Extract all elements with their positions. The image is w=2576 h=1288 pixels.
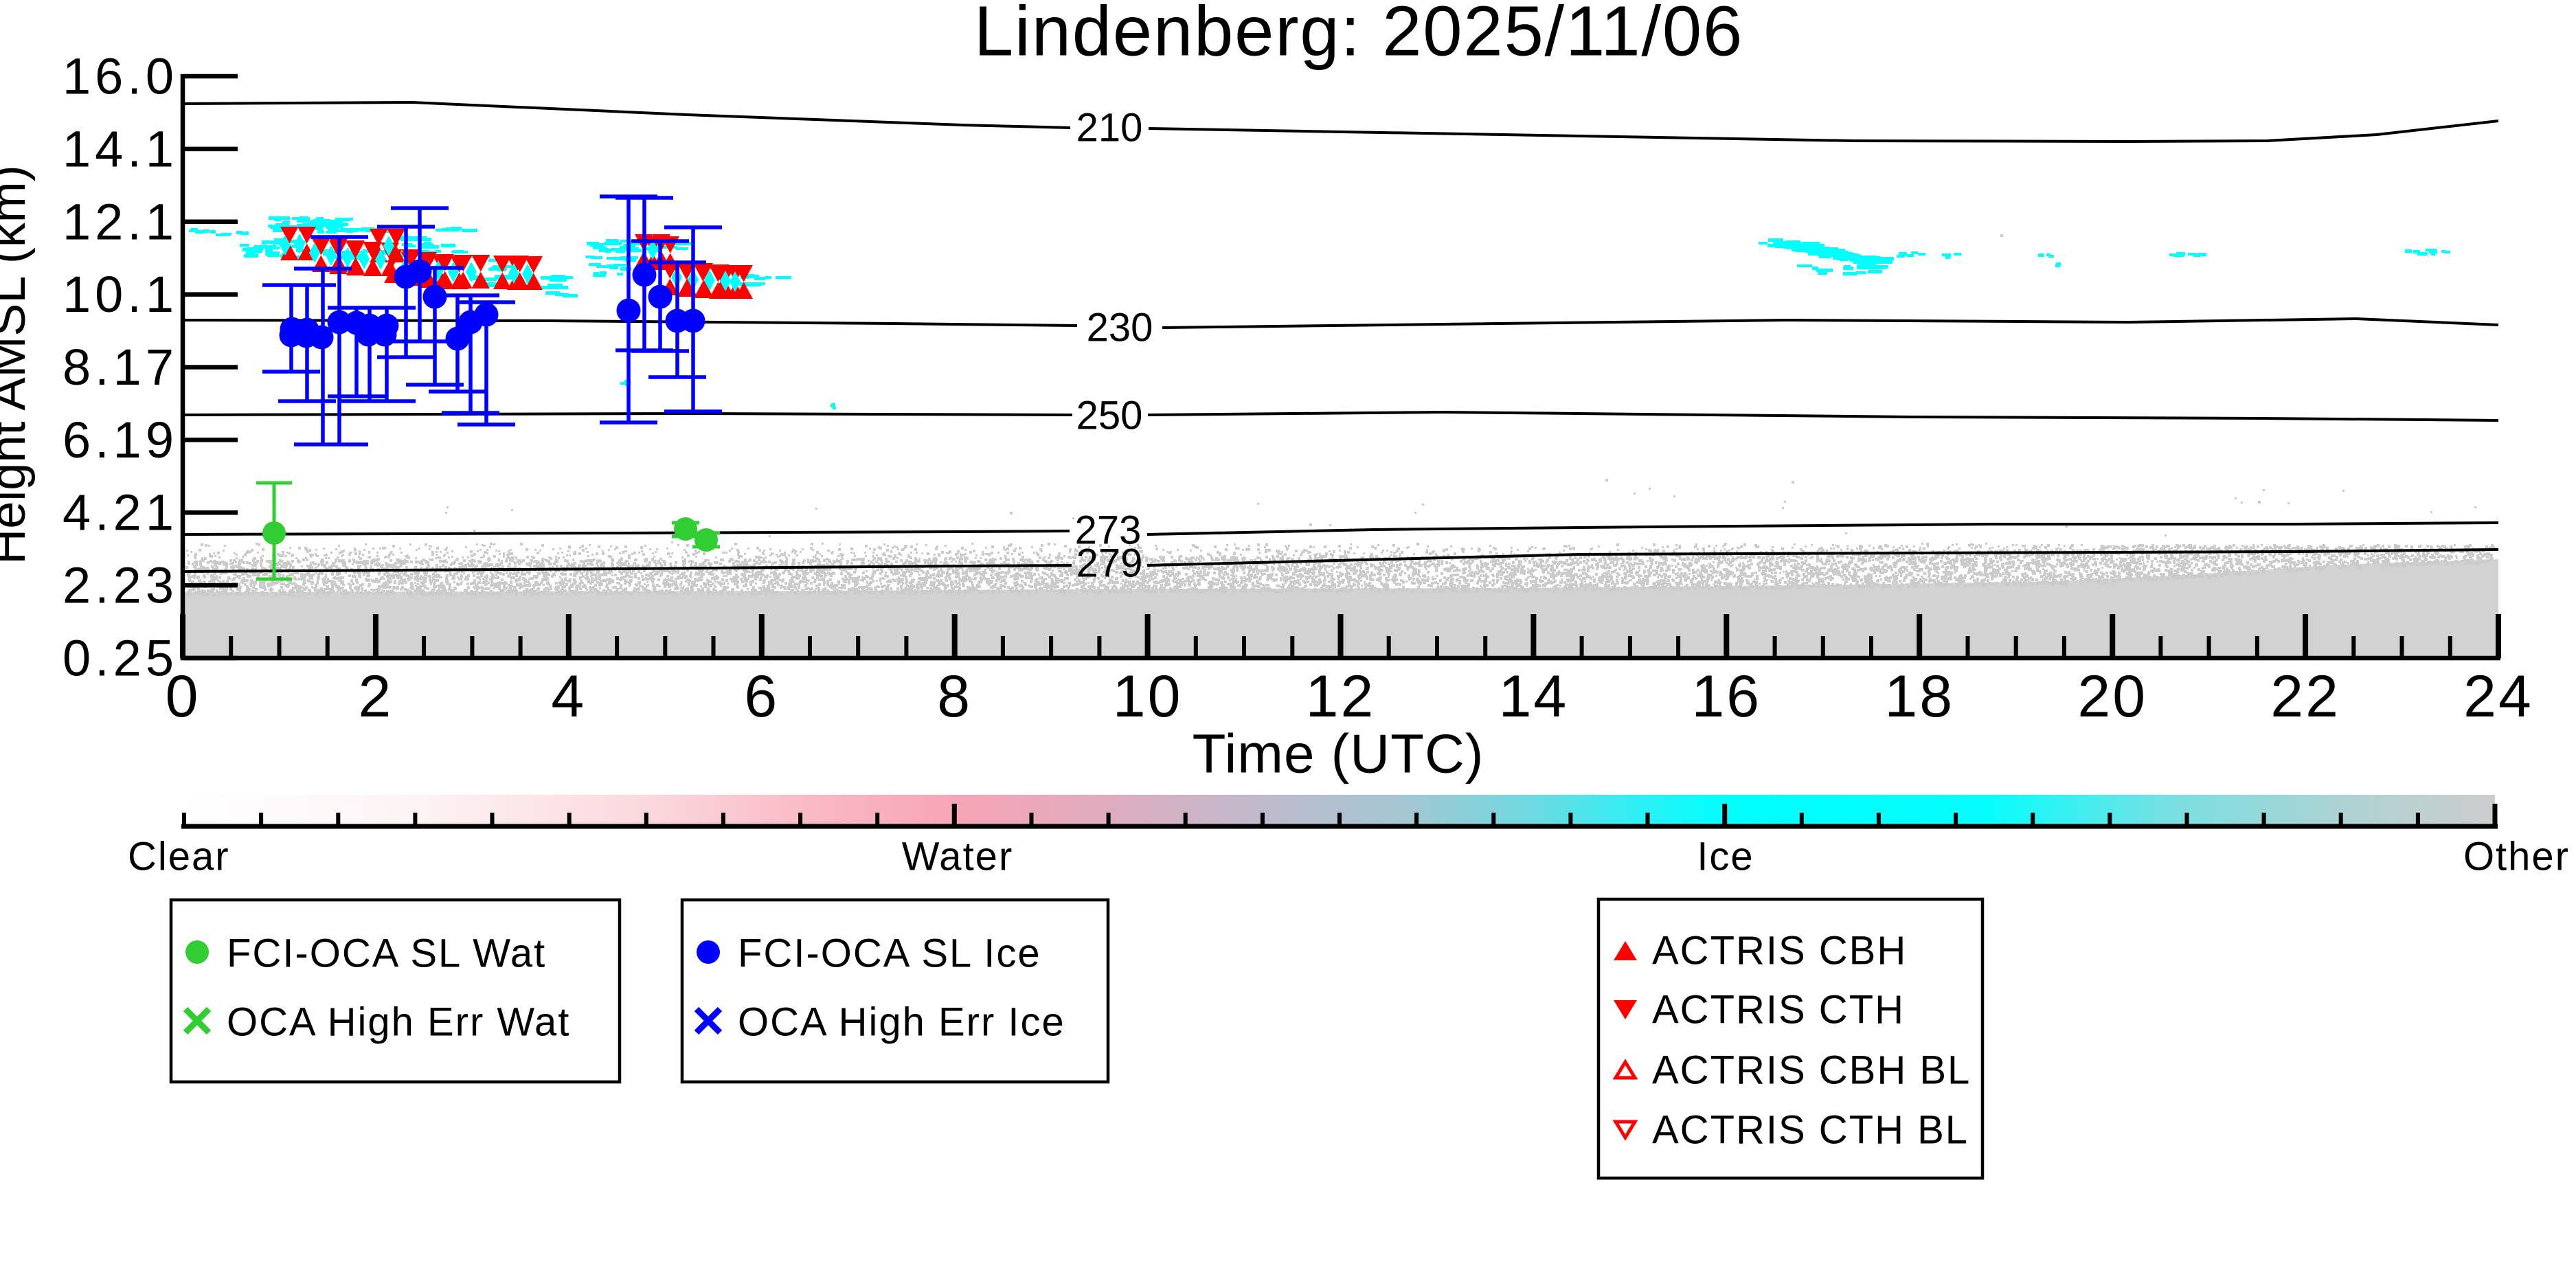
svg-text:18: 18 xyxy=(1884,664,1954,730)
svg-text:10: 10 xyxy=(1113,664,1183,730)
svg-text:OCA High Err Ice: OCA High Err Ice xyxy=(738,1000,1065,1045)
svg-text:ACTRIS CBH BL: ACTRIS CBH BL xyxy=(1652,1048,1971,1093)
svg-text:Water: Water xyxy=(902,835,1014,879)
svg-text:8: 8 xyxy=(937,664,972,730)
svg-text:Ice: Ice xyxy=(1697,835,1754,879)
svg-text:4: 4 xyxy=(551,664,586,730)
svg-text:0: 0 xyxy=(166,664,201,730)
svg-text:279: 279 xyxy=(1076,541,1143,586)
svg-text:230: 230 xyxy=(1087,306,1153,350)
svg-text:16.0: 16.0 xyxy=(63,48,178,105)
svg-text:Clear: Clear xyxy=(128,835,230,879)
svg-text:24: 24 xyxy=(2463,664,2533,730)
svg-text:273: 273 xyxy=(1075,508,1142,553)
svg-text:OCA High Err Wat: OCA High Err Wat xyxy=(227,1000,570,1045)
svg-text:ACTRIS CTH: ACTRIS CTH xyxy=(1652,988,1905,1032)
svg-text:ACTRIS CTH BL: ACTRIS CTH BL xyxy=(1652,1108,1969,1153)
svg-text:12: 12 xyxy=(1306,664,1376,730)
svg-text:FCI-OCA SL Wat: FCI-OCA SL Wat xyxy=(227,931,546,976)
svg-text:10.1: 10.1 xyxy=(63,266,178,323)
svg-text:6.19: 6.19 xyxy=(63,411,178,468)
svg-text:250: 250 xyxy=(1076,394,1143,438)
svg-text:14.1: 14.1 xyxy=(63,120,178,177)
svg-text:2: 2 xyxy=(358,664,393,730)
svg-text:4.21: 4.21 xyxy=(63,484,178,541)
svg-text:0.25: 0.25 xyxy=(63,630,178,687)
svg-text:Time (UTC): Time (UTC) xyxy=(1193,723,1484,784)
svg-text:Other: Other xyxy=(2463,835,2570,879)
svg-text:8.17: 8.17 xyxy=(63,339,178,396)
svg-text:210: 210 xyxy=(1076,106,1143,150)
svg-text:FCI-OCA SL Ice: FCI-OCA SL Ice xyxy=(738,931,1041,976)
svg-text:2.23: 2.23 xyxy=(63,557,178,614)
svg-text:ACTRIS CBH: ACTRIS CBH xyxy=(1652,929,1907,973)
svg-text:14: 14 xyxy=(1499,664,1569,730)
svg-text:22: 22 xyxy=(2270,664,2340,730)
svg-text:12.1: 12.1 xyxy=(63,193,178,250)
svg-text:Lindenberg: 2025/11/06: Lindenberg: 2025/11/06 xyxy=(974,0,1743,71)
svg-text:16: 16 xyxy=(1691,664,1761,730)
svg-text:20: 20 xyxy=(2077,664,2147,730)
svg-text:Height AMSL (km): Height AMSL (km) xyxy=(0,165,36,564)
svg-text:6: 6 xyxy=(744,664,779,730)
